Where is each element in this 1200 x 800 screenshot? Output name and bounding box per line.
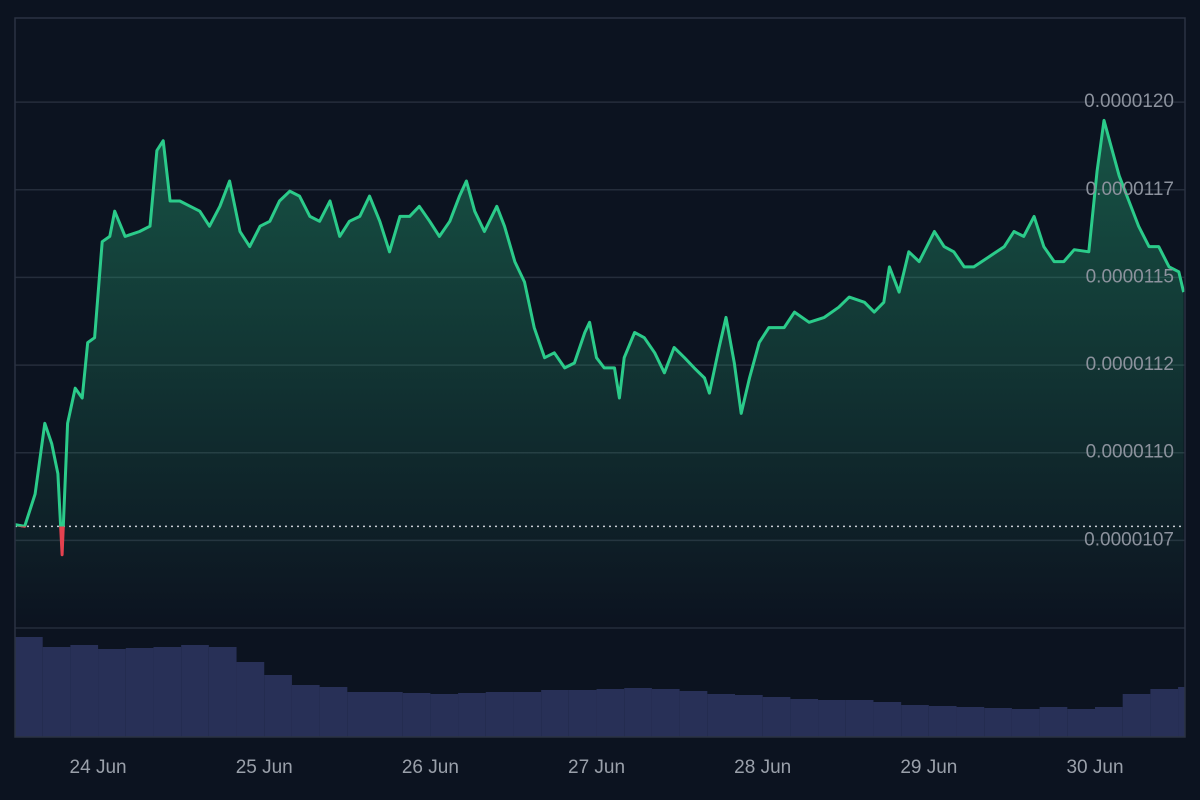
volume-bar xyxy=(70,645,99,737)
volume-bar xyxy=(1178,687,1185,737)
price-line xyxy=(14,118,1186,557)
volume-bar xyxy=(735,695,763,737)
volume-bar xyxy=(485,692,514,737)
x-tick-label: 28 Jun xyxy=(734,757,791,778)
volume-bar xyxy=(98,649,126,737)
volume-bar xyxy=(1011,709,1040,737)
y-tick-label: 0.0000117 xyxy=(1086,179,1174,200)
volume-bar xyxy=(568,690,597,737)
volume-bar xyxy=(845,700,874,737)
volume-bar xyxy=(679,691,708,737)
y-tick-label: 0.0000120 xyxy=(1084,91,1174,112)
volume-bar xyxy=(596,689,625,737)
volume-bar xyxy=(319,687,348,737)
volume-bar xyxy=(1067,709,1095,737)
volume-bar xyxy=(153,647,182,737)
volume-bar xyxy=(513,692,542,737)
volume-bar xyxy=(541,690,569,737)
plot-frame xyxy=(14,17,1186,738)
y-tick-label: 0.0000112 xyxy=(1086,354,1174,375)
volume-bar xyxy=(1150,689,1179,737)
volume-bar xyxy=(430,694,459,737)
volume-bar xyxy=(375,692,403,737)
volume-bar xyxy=(1039,707,1068,737)
x-tick-label: 30 Jun xyxy=(1066,757,1123,778)
volume-bar xyxy=(347,692,375,737)
volume-bar xyxy=(818,700,846,737)
volume-bar xyxy=(928,706,957,737)
volume-bar xyxy=(707,694,735,737)
x-tick-label: 26 Jun xyxy=(402,757,459,778)
volume-bar xyxy=(208,647,237,737)
y-tick-label: 0.0000107 xyxy=(1084,529,1174,550)
volume-bar xyxy=(264,675,292,737)
volume-bar xyxy=(181,645,209,737)
volume-bar xyxy=(790,699,819,737)
x-tick-label: 24 Jun xyxy=(70,757,127,778)
volume-bar xyxy=(236,662,265,737)
x-tick-label: 25 Jun xyxy=(236,757,293,778)
y-tick-label: 0.0000115 xyxy=(1086,266,1174,287)
price-area xyxy=(15,120,1184,629)
x-tick-label: 27 Jun xyxy=(568,757,625,778)
volume-bar xyxy=(956,707,985,737)
volume-bar xyxy=(402,693,431,737)
volume-bar xyxy=(15,637,43,737)
volume-bar xyxy=(125,648,154,737)
volume-bar xyxy=(624,688,652,737)
x-tick-label: 29 Jun xyxy=(900,757,957,778)
volume-bar xyxy=(901,705,929,737)
volume-bar xyxy=(651,689,680,737)
volume-bar xyxy=(458,693,486,737)
volume-bar xyxy=(1122,694,1151,737)
y-tick-label: 0.0000110 xyxy=(1086,442,1174,463)
volume-bar xyxy=(42,647,71,737)
volume-bar xyxy=(873,702,902,737)
volume-bar xyxy=(1095,707,1123,737)
volume-bar xyxy=(762,697,791,737)
volume-bar xyxy=(984,708,1012,737)
volume-bar xyxy=(291,685,320,737)
